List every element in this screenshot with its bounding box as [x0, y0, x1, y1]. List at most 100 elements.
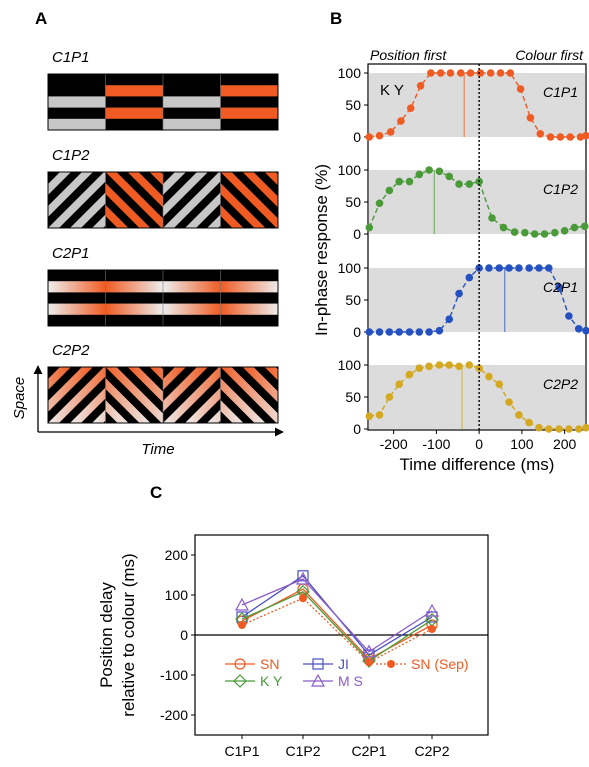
stimulus-stripe	[220, 74, 279, 86]
data-point	[415, 328, 424, 336]
y-tick-label: 0	[353, 129, 361, 145]
data-point	[365, 412, 374, 421]
y-tick-label: 50	[345, 292, 361, 308]
data-point	[495, 380, 504, 389]
data-point	[582, 423, 589, 432]
chevron-stripe	[273, 367, 340, 423]
y-tick-label: 0	[353, 324, 361, 340]
data-point	[445, 361, 454, 369]
data-point	[485, 264, 493, 272]
chevron-stripe	[220, 378, 266, 423]
chevron-cell	[149, 367, 163, 381]
chevron-stripe	[105, 205, 129, 228]
data-point	[365, 223, 374, 232]
chevron-stripe	[220, 172, 278, 228]
data-point	[535, 264, 543, 272]
data-point	[386, 128, 395, 136]
data-point	[405, 328, 414, 336]
data-point	[499, 223, 508, 232]
chevron-stripe	[207, 214, 221, 228]
chevron-cell	[105, 172, 163, 228]
chevron-cell	[48, 367, 71, 390]
x-axis-label: Time difference (ms)	[400, 455, 555, 474]
data-point	[455, 362, 463, 371]
stimulus-stripe	[163, 107, 221, 120]
chevron-stripe	[105, 378, 151, 423]
y-tick-label: 50	[345, 97, 361, 113]
time-axis-label: Time	[141, 441, 174, 458]
data-point	[395, 328, 404, 336]
chevron-stripe	[149, 172, 163, 186]
chevron-stripe	[185, 192, 221, 228]
chevron-stripe	[48, 172, 71, 195]
data-point	[385, 186, 394, 195]
chevron-cell	[70, 192, 106, 228]
data-point	[365, 658, 373, 667]
chevron-stripe	[163, 367, 186, 390]
chevron-cell	[220, 378, 266, 423]
data-point	[465, 273, 474, 282]
position-first-label: Position first	[370, 47, 447, 63]
chevron-stripe	[70, 387, 106, 423]
chevron-cell	[127, 367, 163, 403]
y-tick-label: 100	[165, 587, 189, 603]
data-point	[574, 325, 583, 333]
data-point	[312, 658, 324, 670]
chevron-stripe	[163, 172, 186, 195]
data-point	[295, 571, 311, 585]
condition-label-c1p2: C1P2	[52, 147, 90, 164]
stimulus-stripe	[48, 85, 106, 97]
stimulus-stripe	[220, 118, 279, 131]
panel-b: 0 50 100 C1P1 0 50 100 C1P2 0 50 100 C2P1 0 50 100 C2P2…	[312, 47, 589, 474]
data-point	[535, 423, 543, 432]
chevron-cell	[48, 172, 93, 217]
y-tick-label: 50	[345, 389, 361, 405]
data-point	[565, 425, 573, 433]
data-point	[297, 570, 309, 582]
chevron-stripe	[70, 192, 106, 228]
chevron-cell	[309, 367, 376, 423]
legend-label: M S	[338, 673, 363, 689]
panel-c: -200 -100 0 100 200 C1P1 C1P2 C2P1 C2P2 SN JI SN (S…	[97, 534, 489, 759]
chevron-stripe	[309, 367, 376, 423]
data-point	[505, 398, 513, 406]
data-point	[427, 69, 435, 77]
chevron-cell	[48, 172, 49, 173]
chevron-cell	[264, 367, 278, 381]
chevron-cell	[220, 367, 278, 423]
stimulus-stripe	[105, 281, 164, 293]
stimulus-stripe	[48, 292, 106, 304]
chevron-stripe	[105, 172, 163, 228]
chevron-cell	[163, 172, 186, 195]
stimulus-stripe	[105, 303, 164, 316]
chevron-cell	[48, 367, 106, 423]
data-point	[435, 167, 444, 176]
data-point	[445, 172, 454, 181]
chevron-stripe	[220, 183, 266, 228]
chevron-stripe	[185, 387, 221, 423]
colour-first-label: Colour first	[515, 47, 584, 63]
chevron-cell	[220, 400, 244, 423]
chevron-stripe	[264, 367, 278, 381]
data-point	[435, 326, 444, 335]
chevron-cell	[220, 183, 266, 228]
data-point	[375, 131, 384, 140]
y-tick-label: 100	[338, 162, 362, 178]
chevron-stripe	[264, 172, 278, 186]
stimulus-frame	[47, 269, 279, 327]
data-point	[550, 228, 559, 237]
y-tick-label: -100	[160, 667, 188, 683]
chevron-cell	[105, 183, 151, 228]
data-point	[395, 380, 404, 389]
data-point	[495, 264, 504, 272]
stimulus-stripe	[48, 281, 106, 293]
panel-b-letter: B	[330, 9, 342, 28]
x-tick-label: C2P2	[414, 743, 449, 759]
data-point	[565, 312, 573, 320]
data-point	[545, 264, 553, 272]
data-point	[536, 130, 545, 138]
chevron-cell	[149, 172, 163, 186]
x-tick-label: 200	[553, 436, 577, 452]
panel-a: C1P1 C1P2 C2P1 C2P2 Space Time	[11, 49, 376, 458]
chevron-cell	[70, 387, 106, 423]
